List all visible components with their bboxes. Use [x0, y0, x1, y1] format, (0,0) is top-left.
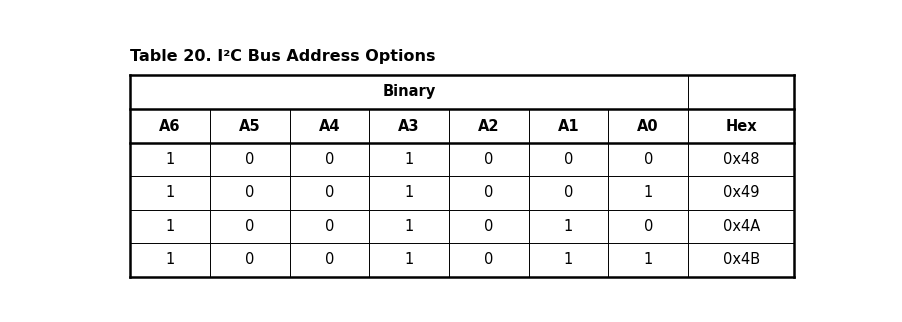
- Text: 0: 0: [245, 185, 254, 201]
- Text: 0x48: 0x48: [723, 152, 759, 167]
- Text: 0: 0: [325, 219, 334, 234]
- Text: 1: 1: [564, 252, 573, 268]
- Text: 0: 0: [325, 152, 334, 167]
- Text: 0: 0: [484, 252, 493, 268]
- Text: A4: A4: [318, 118, 340, 134]
- Text: A3: A3: [399, 118, 420, 134]
- Text: 0: 0: [643, 152, 653, 167]
- Text: 0: 0: [245, 252, 254, 268]
- Text: 0: 0: [325, 252, 334, 268]
- Text: 0: 0: [484, 219, 493, 234]
- Text: 1: 1: [564, 219, 573, 234]
- Text: A5: A5: [239, 118, 261, 134]
- Text: 1: 1: [644, 185, 653, 201]
- Text: 1: 1: [165, 152, 175, 167]
- Text: Binary: Binary: [382, 84, 436, 99]
- Text: 0: 0: [245, 152, 254, 167]
- Text: 0: 0: [245, 219, 254, 234]
- Text: A0: A0: [638, 118, 659, 134]
- Text: 0x49: 0x49: [723, 185, 759, 201]
- Text: 0: 0: [484, 152, 493, 167]
- Text: Hex: Hex: [725, 118, 757, 134]
- Text: 1: 1: [644, 252, 653, 268]
- Text: 1: 1: [165, 252, 175, 268]
- Text: 1: 1: [165, 185, 175, 201]
- Text: A6: A6: [160, 118, 180, 134]
- Text: 0x4A: 0x4A: [723, 219, 759, 234]
- Text: 1: 1: [404, 152, 414, 167]
- Text: Table 20. I²C Bus Address Options: Table 20. I²C Bus Address Options: [130, 49, 436, 63]
- Text: 0x4B: 0x4B: [723, 252, 759, 268]
- Text: 1: 1: [165, 219, 175, 234]
- Text: A2: A2: [478, 118, 500, 134]
- Text: 0: 0: [325, 185, 334, 201]
- Text: 1: 1: [404, 252, 414, 268]
- Text: 0: 0: [643, 219, 653, 234]
- Text: 0: 0: [564, 185, 573, 201]
- Text: 1: 1: [404, 219, 414, 234]
- Text: 0: 0: [484, 185, 493, 201]
- Text: 1: 1: [404, 185, 414, 201]
- Text: A1: A1: [557, 118, 579, 134]
- Text: 0: 0: [564, 152, 573, 167]
